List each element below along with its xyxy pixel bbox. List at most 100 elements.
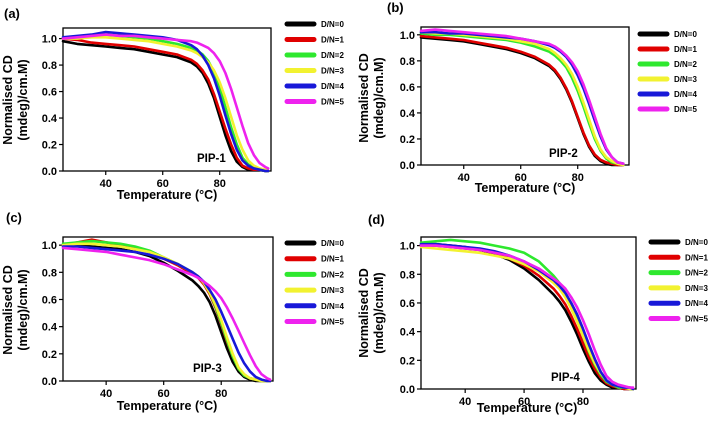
panel-label: (b) — [387, 0, 404, 15]
x-tick-label: 40 — [100, 178, 112, 190]
legend-label: D/N=1 — [685, 253, 708, 262]
plot-frame — [62, 236, 274, 382]
y-axis-label: Normalised CD (mdeg)/cm.M) — [1, 55, 30, 145]
series-line-dn5 — [61, 33, 270, 170]
legend-label: D/N=5 — [321, 318, 344, 327]
y-axis-label: Normalised CD (mdeg)/cm.M) — [1, 265, 30, 355]
legend: D/N=0 D/N=1 D/N=2 D/N=3 D/N=4 D/N=5 — [284, 239, 344, 327]
series-line-dn0 — [419, 36, 625, 167]
y-tick-label: 1.0 — [42, 34, 57, 46]
legend-label: D/N=2 — [685, 269, 708, 278]
panel-label: (a) — [4, 6, 20, 21]
x-tick-label: 60 — [157, 178, 169, 190]
y-axis-label-line: (mdeg)/cm.M) — [372, 57, 386, 138]
series-line-dn4 — [61, 245, 272, 383]
panel-1: 0.0 0.2 0.4 0.6 0.8 1.0 40 60 80 (a) PIP-1 Temperat… — [1, 6, 344, 202]
y-tick-label: 1.0 — [400, 30, 415, 42]
series-line-dn5 — [419, 28, 625, 165]
x-tick-label: 40 — [458, 172, 470, 184]
legend: D/N=0 D/N=1 D/N=2 D/N=3 D/N=4 D/N=5 — [284, 20, 344, 107]
legend-label: D/N=3 — [321, 67, 344, 76]
y-axis-label-line: Normalised CD — [357, 53, 371, 143]
series-line-dn4 — [61, 30, 270, 173]
y-tick-label: 0.6 — [42, 294, 57, 306]
series-line-dn1 — [419, 34, 625, 167]
y-tick-label: 0.6 — [42, 87, 57, 99]
panel-4: 0.0 0.2 0.4 0.6 0.8 1.0 40 60 80 (d) PIP-4 Temperat… — [357, 212, 708, 415]
y-axis-label-line: Normalised CD — [1, 55, 15, 145]
legend-label: D/N=5 — [321, 98, 344, 107]
plot-frame — [62, 27, 272, 172]
x-axis-label: Temperature (°C) — [475, 181, 576, 195]
series-line-dn2 — [61, 239, 272, 383]
legend-label: D/N=4 — [321, 302, 344, 311]
y-tick-label: 0.0 — [400, 384, 415, 396]
legend-label: D/N=2 — [674, 60, 697, 69]
x-axis-label: Temperature (°C) — [117, 188, 218, 202]
panel-label: (c) — [6, 210, 22, 225]
y-tick-label: 0.0 — [400, 160, 415, 172]
x-tick-label: 80 — [577, 396, 589, 408]
y-tick-label: 0.0 — [42, 166, 57, 178]
y-axis-label-line: Normalised CD — [1, 265, 15, 355]
plot-frame — [420, 26, 630, 166]
legend-label: D/N=2 — [321, 270, 344, 279]
y-tick-label: 1.0 — [42, 240, 57, 252]
legend: D/N=0 D/N=1 D/N=2 D/N=3 D/N=4 D/N=5 — [637, 30, 697, 114]
x-tick-label: 40 — [459, 396, 471, 408]
plot-frame — [420, 236, 637, 390]
x-tick-label: 60 — [518, 396, 530, 408]
y-tick-label: 0.8 — [400, 269, 415, 281]
y-tick-label: 0.4 — [42, 113, 58, 125]
y-tick-label: 0.8 — [42, 267, 57, 279]
legend: D/N=0 D/N=1 D/N=2 D/N=3 D/N=4 D/N=5 — [648, 238, 708, 324]
y-tick-label: 0.4 — [400, 327, 416, 339]
y-axis-label: Normalised CD (mdeg)/cm.M) — [357, 268, 386, 358]
legend-label: D/N=0 — [674, 30, 697, 39]
legend-label: D/N=1 — [674, 45, 697, 54]
y-tick-label: 0.6 — [400, 82, 415, 94]
y-tick-label: 1.0 — [400, 241, 415, 253]
y-axis-label: Normalised CD (mdeg)/cm.M) — [357, 53, 386, 143]
y-tick-label: 0.0 — [42, 376, 57, 388]
legend-label: D/N=4 — [685, 299, 708, 308]
plot-title: PIP-4 — [551, 372, 580, 384]
panel-2: 0.0 0.2 0.4 0.6 0.8 1.0 40 60 80 (b) PIP-2 Temperat… — [357, 0, 697, 195]
legend-label: D/N=3 — [685, 284, 708, 293]
series-line-dn1 — [61, 37, 270, 173]
x-axis-label: Temperature (°C) — [117, 399, 218, 413]
legend-label: D/N=3 — [674, 75, 697, 84]
series-line-dn5 — [419, 244, 635, 389]
x-tick-label: 80 — [215, 388, 227, 400]
panel-3: 0.0 0.2 0.4 0.6 0.8 1.0 40 60 80 (c) PIP-3 Temperat… — [1, 210, 344, 413]
y-axis-label-line: (mdeg)/cm.M) — [372, 272, 386, 353]
x-tick-label: 60 — [158, 388, 170, 400]
series-line-dn4 — [419, 242, 635, 391]
legend-label: D/N=2 — [321, 51, 344, 60]
plot-title: PIP-1 — [197, 153, 226, 165]
legend-label: D/N=0 — [321, 20, 344, 29]
legend-label: D/N=4 — [321, 82, 344, 91]
plot-title: PIP-3 — [193, 363, 222, 375]
y-tick-label: 0.2 — [400, 134, 415, 146]
legend-label: D/N=0 — [321, 239, 344, 248]
legend-label: D/N=1 — [321, 255, 344, 264]
legend-label: D/N=4 — [674, 90, 697, 99]
y-tick-label: 0.6 — [400, 298, 415, 310]
legend-label: D/N=1 — [321, 36, 344, 45]
series-line-dn5 — [61, 246, 272, 381]
x-tick-label: 40 — [100, 388, 112, 400]
y-tick-label: 0.4 — [400, 108, 416, 120]
y-tick-label: 0.8 — [400, 56, 415, 68]
y-tick-label: 0.2 — [42, 349, 57, 361]
legend-label: D/N=5 — [685, 315, 708, 324]
y-axis-label-line: Normalised CD — [357, 268, 371, 358]
y-tick-label: 0.8 — [42, 60, 57, 72]
legend-label: D/N=0 — [685, 238, 708, 247]
y-axis-label-line: (mdeg)/cm.M) — [16, 269, 30, 350]
y-axis-label-line: (mdeg)/cm.M) — [16, 59, 30, 140]
y-tick-label: 0.4 — [42, 322, 58, 334]
panel-label: (d) — [368, 212, 385, 227]
legend-label: D/N=5 — [674, 105, 697, 114]
y-tick-label: 0.2 — [400, 355, 415, 367]
